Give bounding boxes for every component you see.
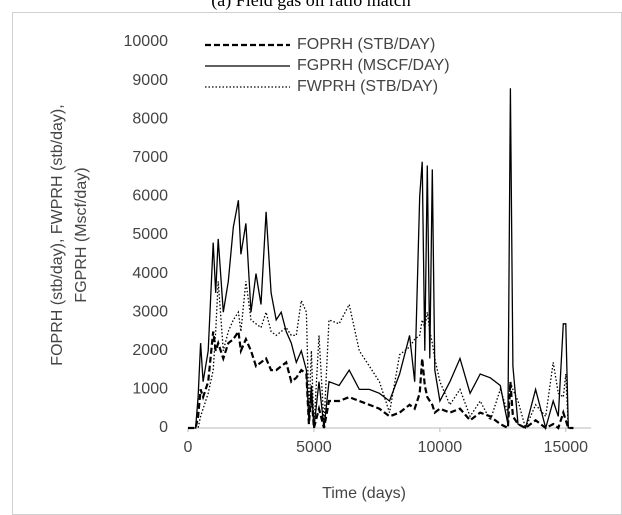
series-line bbox=[188, 328, 574, 430]
y-axis-label-line: FGPRH (Mscf/day) bbox=[73, 167, 90, 302]
y-tick-label: 8000 bbox=[132, 110, 168, 127]
y-tick-label: 2000 bbox=[132, 342, 168, 359]
chart-title: (a) Field gas oil ratio match bbox=[211, 0, 410, 11]
legend-label: FOPRH (STB/DAY) bbox=[297, 36, 435, 53]
y-tick-label: 0 bbox=[159, 419, 168, 436]
x-tick-label: 0 bbox=[184, 439, 193, 456]
x-tick-label: 15000 bbox=[544, 439, 589, 456]
y-tick-label: 5000 bbox=[132, 226, 168, 243]
y-tick-label: 4000 bbox=[132, 265, 168, 282]
y-tick-label: 7000 bbox=[132, 149, 168, 166]
y-tick-label: 9000 bbox=[132, 72, 168, 89]
y-tick-label: 3000 bbox=[132, 303, 168, 320]
series-line bbox=[188, 281, 574, 430]
x-tick-label: 5000 bbox=[296, 439, 332, 456]
x-tick-label: 10000 bbox=[418, 439, 463, 456]
y-tick-label: 10000 bbox=[124, 33, 169, 50]
legend-label: FWPRH (STB/DAY) bbox=[297, 78, 438, 95]
x-axis-label: Time (days) bbox=[322, 485, 406, 502]
series-line bbox=[188, 88, 574, 431]
y-axis-label: FOPRH (stb/day), FWPRH (stb/day), FGPRH … bbox=[49, 104, 90, 365]
y-tick-label: 1000 bbox=[132, 381, 168, 398]
legend-label: FGPRH (MSCF/DAY) bbox=[297, 57, 450, 74]
y-tick-label: 6000 bbox=[132, 188, 168, 205]
y-axis-label-line: FOPRH (stb/day), FWPRH (stb/day), bbox=[49, 104, 66, 365]
